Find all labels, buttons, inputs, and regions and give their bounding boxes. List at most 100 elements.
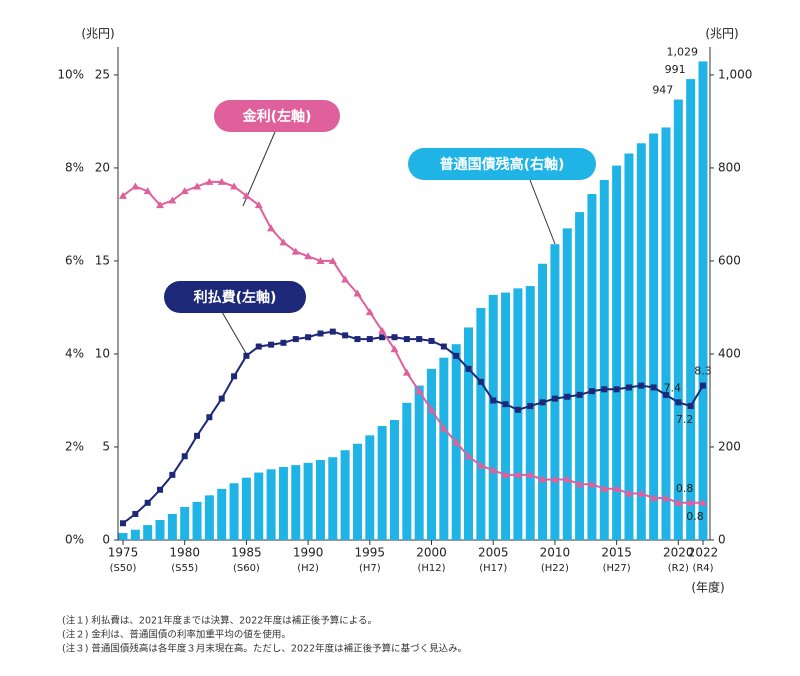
marker bbox=[550, 475, 559, 483]
bar bbox=[315, 460, 325, 540]
marker bbox=[452, 438, 461, 446]
marker bbox=[686, 498, 695, 506]
x-tick-sublabel: (H2) bbox=[297, 563, 319, 574]
bar bbox=[501, 292, 511, 540]
marker bbox=[279, 238, 288, 246]
bar bbox=[130, 529, 140, 540]
bar bbox=[155, 520, 165, 540]
x-tick-sublabel: (S55) bbox=[171, 563, 198, 574]
marker bbox=[391, 334, 398, 341]
marker bbox=[625, 384, 632, 391]
bar bbox=[525, 286, 535, 540]
marker bbox=[612, 484, 621, 492]
marker bbox=[501, 470, 510, 478]
marker bbox=[180, 187, 189, 195]
bar bbox=[439, 357, 449, 540]
bar bbox=[661, 127, 671, 541]
point-label: 0.8 bbox=[686, 510, 704, 523]
x-tick-sublabel: (H17) bbox=[479, 563, 507, 574]
marker bbox=[502, 401, 509, 408]
marker bbox=[526, 470, 535, 478]
x-tick-sublabel: (R4) bbox=[692, 563, 713, 574]
marker bbox=[514, 406, 521, 413]
bar bbox=[599, 180, 609, 541]
marker bbox=[317, 330, 324, 337]
x-tick-label: 2015 bbox=[601, 546, 632, 560]
bar bbox=[476, 307, 486, 540]
marker bbox=[292, 336, 299, 343]
marker bbox=[440, 343, 447, 350]
bar bbox=[686, 79, 696, 541]
marker bbox=[575, 480, 584, 488]
y3-tick-label: 0% bbox=[65, 533, 84, 547]
marker bbox=[132, 510, 139, 517]
marker bbox=[193, 182, 202, 190]
marker bbox=[601, 386, 608, 393]
bar bbox=[118, 533, 128, 540]
bar bbox=[303, 462, 313, 540]
marker bbox=[365, 308, 374, 316]
marker bbox=[157, 486, 164, 493]
marker bbox=[402, 368, 411, 376]
y3-tick-label: 2% bbox=[65, 439, 84, 453]
y-tick-label: 20 bbox=[95, 160, 110, 174]
bar bbox=[414, 385, 424, 540]
marker bbox=[206, 414, 213, 421]
marker bbox=[341, 275, 350, 283]
marker bbox=[230, 182, 239, 190]
marker bbox=[353, 289, 362, 297]
x-tick-sublabel: (H7) bbox=[359, 563, 381, 574]
y-tick-label: 25 bbox=[95, 67, 110, 81]
x-tick-label: 1975 bbox=[108, 546, 139, 560]
bar bbox=[612, 165, 622, 540]
marker bbox=[439, 424, 448, 432]
right-unit: (兆円) bbox=[705, 27, 738, 41]
marker bbox=[181, 453, 188, 460]
marker bbox=[403, 336, 410, 343]
x-tick-label: 1985 bbox=[231, 546, 262, 560]
bar bbox=[365, 435, 375, 540]
leader bbox=[221, 311, 248, 356]
x-tick-label: 2022 bbox=[688, 546, 719, 560]
x-tick-label: 2010 bbox=[540, 546, 571, 560]
marker bbox=[415, 387, 424, 395]
point-label: 7.4 bbox=[664, 381, 682, 394]
y-tick-label: 10 bbox=[95, 346, 110, 360]
bar bbox=[266, 469, 276, 540]
bar bbox=[464, 327, 474, 540]
marker bbox=[427, 405, 436, 413]
marker bbox=[144, 499, 151, 506]
bar bbox=[636, 143, 646, 540]
marker bbox=[218, 395, 225, 402]
leader bbox=[242, 131, 276, 207]
y3-tick-label: 10% bbox=[57, 67, 84, 81]
bar-label: 947 bbox=[652, 84, 673, 97]
bar bbox=[180, 506, 190, 540]
marker bbox=[243, 352, 250, 359]
marker bbox=[649, 494, 658, 502]
y3-tick-label: 4% bbox=[65, 346, 84, 360]
marker bbox=[255, 343, 262, 350]
x-tick-label: 2020 bbox=[663, 546, 694, 560]
marker bbox=[131, 182, 140, 190]
marker bbox=[675, 399, 682, 406]
marker bbox=[354, 336, 361, 343]
y-tick-label: 0 bbox=[102, 533, 110, 547]
marker bbox=[563, 475, 572, 483]
callout-box bbox=[214, 100, 340, 132]
marker bbox=[588, 388, 595, 395]
x-tick-label: 2000 bbox=[416, 546, 447, 560]
x-tick-sublabel: (H22) bbox=[541, 563, 569, 574]
marker bbox=[513, 470, 522, 478]
y-tick-label: 15 bbox=[95, 253, 110, 267]
point-label: 8.3 bbox=[694, 365, 712, 378]
note: (注３) 普通国債残高は各年度３月末現在高。ただし、2022年度は補正後予算に基… bbox=[62, 643, 467, 655]
bar bbox=[513, 288, 523, 540]
marker bbox=[379, 334, 386, 341]
marker bbox=[465, 365, 472, 372]
y3-tick-label: 6% bbox=[65, 253, 84, 267]
marker bbox=[231, 373, 238, 380]
x-tick-label: 2005 bbox=[478, 546, 509, 560]
callout-box bbox=[408, 148, 596, 180]
